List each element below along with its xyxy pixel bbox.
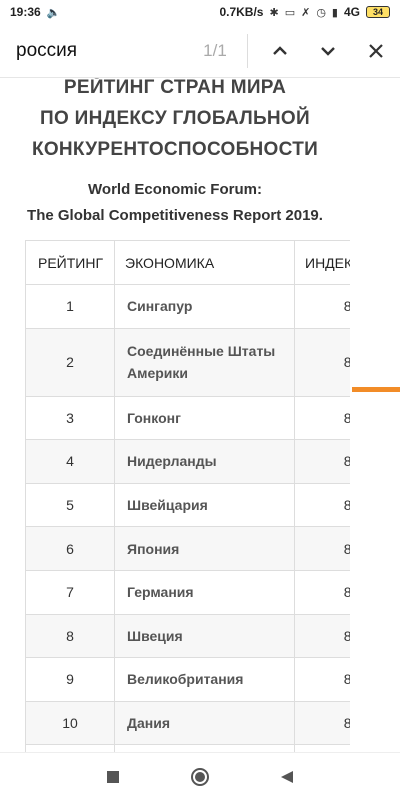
cell-index: 83.1 xyxy=(294,395,350,441)
battery-level: 34 xyxy=(372,7,383,17)
cell-rank: 7 xyxy=(25,569,115,615)
cell-country: Великобритания xyxy=(114,657,295,702)
chevron-up-icon xyxy=(273,45,287,55)
alarm-icon: ◷ xyxy=(316,6,326,19)
find-match-count: 1/1 xyxy=(203,40,227,60)
cell-index: 82.3 xyxy=(294,526,350,571)
table-row: 9 Великобритания 81.2 xyxy=(25,657,350,702)
status-bar: 19:36 🔈 0.7KB/s ✱ ▭ ✗ ◷ ▮ 4G 34 xyxy=(0,0,400,24)
cell-country: Гонконг xyxy=(114,395,295,441)
title-line: ПО ИНДЕКСУ ГЛОБАЛЬНОЙ xyxy=(40,108,310,129)
network-speed: 0.7KB/s xyxy=(219,5,264,19)
cell-rank: 1 xyxy=(25,284,115,329)
cell-rank: 3 xyxy=(25,395,115,441)
back-button[interactable] xyxy=(263,753,311,801)
cell-index: 81.2 xyxy=(294,700,350,746)
table-row: 4 Нидерланды 82.4 xyxy=(25,439,350,484)
square-icon xyxy=(107,770,120,783)
cell-rank: 2 xyxy=(25,327,115,397)
triangle-back-icon xyxy=(280,770,293,783)
header-index-label: ИНДЕКС xyxy=(305,254,350,271)
title-line: РЕЙТИНГ СТРАН МИРА xyxy=(63,78,287,98)
bluetooth-icon: ✱ xyxy=(269,6,279,19)
title-line: КОНКУРЕНТОСПОСОБНОСТИ xyxy=(31,139,319,160)
source-line: World Economic Forum: xyxy=(88,181,262,198)
home-button[interactable] xyxy=(176,753,224,801)
table-row xyxy=(25,744,350,752)
find-in-page-bar: россия 1/1 xyxy=(0,24,400,78)
cell-rank xyxy=(25,744,115,752)
header-rank: РЕЙТИНГ xyxy=(25,240,115,285)
table-row: 6 Япония 82.3 xyxy=(25,526,350,571)
cell-rank: 4 xyxy=(25,439,115,484)
table-row: 1 Сингапур 84.8 xyxy=(25,284,350,329)
cell-index: 82.3 xyxy=(294,482,350,528)
ranking-table: РЕЙТИНГ ЭКОНОМИКА ИНДЕКС 1 Сингапур 84.8… xyxy=(25,240,350,752)
cell-rank: 5 xyxy=(25,482,115,528)
table-row: 8 Швеция 81.2 xyxy=(25,613,350,659)
find-divider xyxy=(247,33,248,68)
cell-rank: 8 xyxy=(25,613,115,659)
table-row: 10 Дания 81.2 xyxy=(25,700,350,746)
cell-country: Соединённые Штаты Америки xyxy=(114,327,295,397)
find-next-button[interactable] xyxy=(304,27,352,75)
vibrate-icon: ▭ xyxy=(284,6,296,19)
header-economy: ЭКОНОМИКА xyxy=(114,240,295,285)
page-content[interactable]: РЕЙТИНГ СТРАН МИРА ПО ИНДЕКСУ ГЛОБАЛЬНОЙ… xyxy=(0,78,350,752)
cell-index: 81.2 xyxy=(294,613,350,659)
circle-icon xyxy=(190,767,209,786)
cell-country: Германия xyxy=(114,569,295,615)
chevron-down-icon xyxy=(321,46,335,56)
table-row: 2 Соединённые Штаты Америки 83.7 xyxy=(25,327,350,397)
page-side-area xyxy=(350,78,400,752)
table-row: 5 Швейцария 82.3 xyxy=(25,482,350,528)
status-time: 19:36 xyxy=(10,5,41,19)
source-line: The Global Competitiveness Report 2019. xyxy=(27,207,323,224)
source-caption: World Economic Forum: The Global Competi… xyxy=(0,177,350,229)
find-match-marker[interactable] xyxy=(352,387,400,392)
cell-index: 83.7 xyxy=(294,327,350,397)
cell-country: Дания xyxy=(114,700,295,746)
cell-index: 84.8 xyxy=(294,284,350,329)
table-row: 7 Германия 81.8 xyxy=(25,569,350,615)
cell-country: Япония xyxy=(114,526,295,571)
cell-country: Сингапур xyxy=(114,284,295,329)
cell-country: Швейцария xyxy=(114,482,295,528)
cell-country: Швеция xyxy=(114,613,295,659)
mute-icon: ✗ xyxy=(301,6,311,19)
volume-icon: 🔈 xyxy=(46,6,61,19)
signal-icon: ▮ xyxy=(331,6,338,19)
header-fade xyxy=(347,241,350,284)
find-previous-button[interactable] xyxy=(256,27,304,75)
header-index: ИНДЕКС xyxy=(294,240,350,285)
find-close-button[interactable] xyxy=(352,27,400,75)
navigation-bar xyxy=(0,752,400,800)
cell-index: 82.4 xyxy=(294,439,350,484)
cell-country: Нидерланды xyxy=(114,439,295,484)
cell-index xyxy=(294,744,350,752)
table-row: 3 Гонконг 83.1 xyxy=(25,395,350,441)
cell-index: 81.2 xyxy=(294,657,350,702)
network-type: 4G xyxy=(343,5,360,19)
cell-rank: 10 xyxy=(25,700,115,746)
battery-icon: 34 xyxy=(366,6,390,18)
table-header-row: РЕЙТИНГ ЭКОНОМИКА ИНДЕКС xyxy=(25,240,350,285)
page-title: РЕЙТИНГ СТРАН МИРА ПО ИНДЕКСУ ГЛОБАЛЬНОЙ… xyxy=(0,78,350,165)
cell-rank: 6 xyxy=(25,526,115,571)
close-icon xyxy=(369,43,383,58)
cell-country xyxy=(114,744,295,752)
find-input[interactable]: россия xyxy=(16,39,78,61)
recents-button[interactable] xyxy=(89,753,137,801)
cell-index: 81.8 xyxy=(294,569,350,615)
cell-rank: 9 xyxy=(25,657,115,702)
